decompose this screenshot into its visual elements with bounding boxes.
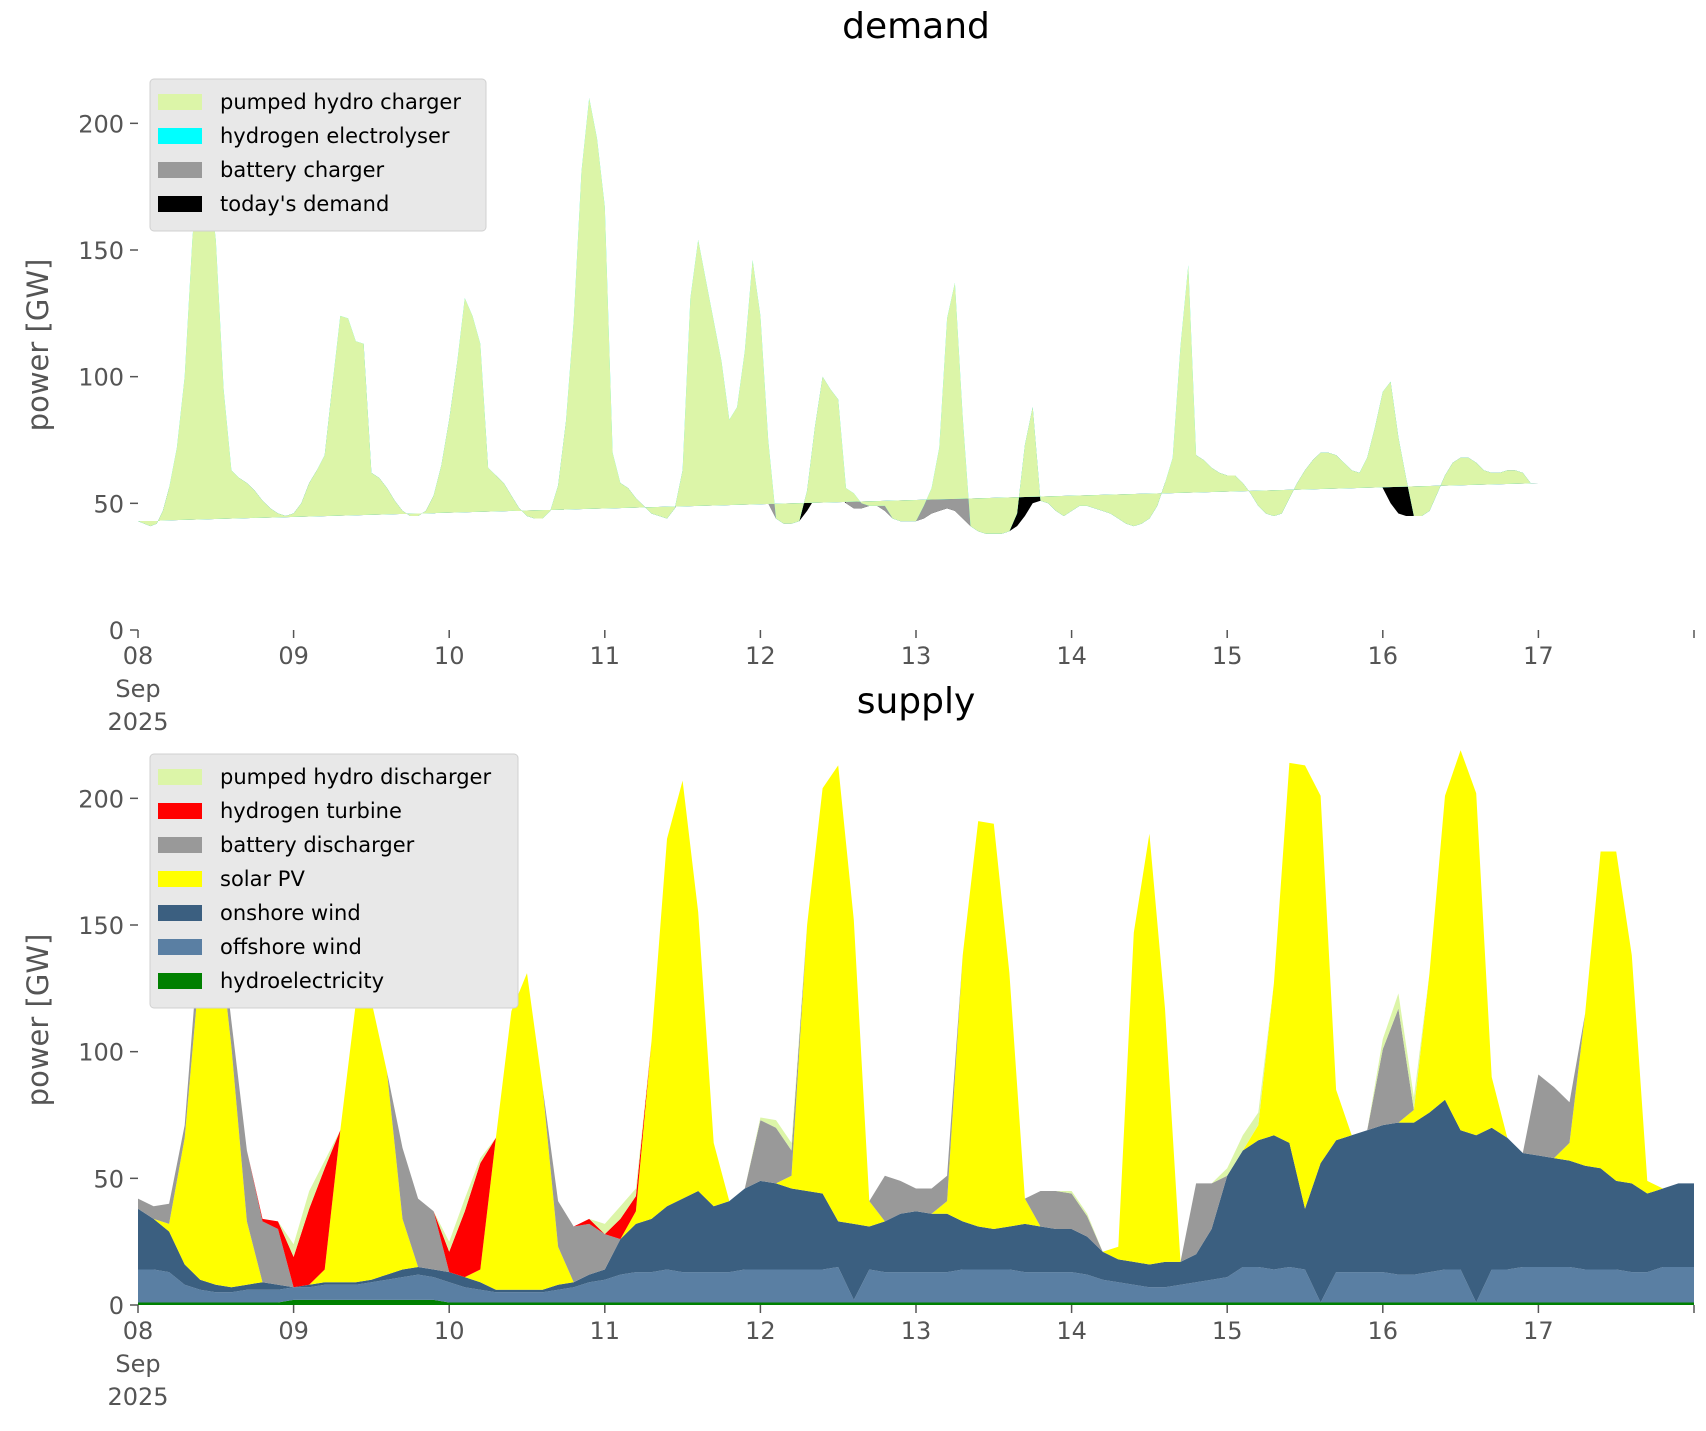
y-tick-label: 0 — [109, 617, 124, 645]
legend-swatch-hydrogen-turbine — [158, 803, 202, 819]
legend-label: pumped hydro discharger — [220, 765, 491, 789]
legend-swatch-onshore-wind — [158, 905, 202, 921]
series-area-hydroelectricity — [138, 1299, 1694, 1305]
y-axis-label: power [GW] — [21, 934, 55, 1107]
x-tick-label: 17 — [1523, 642, 1554, 670]
chart-title: supply — [857, 681, 976, 722]
x-tick-label: 08 Sep 2025 — [107, 642, 168, 736]
legend-swatch-battery-charger — [158, 162, 202, 178]
legend-swatch-hydroelectricity — [158, 973, 202, 989]
chart-title: demand — [842, 6, 990, 47]
y-tick-label: 200 — [78, 785, 124, 813]
legend: pumped hydro charger hydrogen electrolyse… — [149, 78, 487, 232]
y-tick-label: 100 — [78, 364, 124, 392]
legend: pumped hydro discharger hydrogen turbine b… — [149, 753, 519, 1009]
legend-label: onshore wind — [220, 901, 361, 925]
y-tick-label: 100 — [78, 1039, 124, 1067]
legend-swatch-offshore-wind — [158, 939, 202, 955]
legend-label: battery charger — [220, 158, 385, 182]
legend-swatch-pumped-hydro-charger — [158, 94, 202, 110]
supply-chart: supply power [GW] 0 50 100 150 200 08 Sep 2025 09 1… — [21, 681, 1695, 1411]
legend-swatch-solar-pv — [158, 871, 202, 887]
series-area-solar-pv — [138, 750, 1694, 1290]
y-tick-label: 150 — [78, 237, 124, 265]
legend-label: hydrogen turbine — [220, 799, 402, 823]
x-tick-label: 09 — [278, 1317, 309, 1345]
legend-label: hydroelectricity — [220, 969, 384, 993]
x-tick-label: 15 — [1212, 642, 1243, 670]
y-tick-label: 50 — [93, 490, 124, 518]
legend-label: today's demand — [220, 192, 389, 216]
x-tick-label: 17 — [1523, 1317, 1554, 1345]
series-area-pumped-hydro-charger — [138, 98, 1539, 534]
legend-box — [149, 78, 487, 232]
y-tick-label: 200 — [78, 110, 124, 138]
demand-chart: demand power [GW] 0 50 100 150 200 08 Sep 2025 09 1… — [21, 6, 1695, 736]
legend-label: offshore wind — [220, 935, 362, 959]
series-area-onshore-wind — [138, 1099, 1694, 1303]
x-tick-label: 13 — [901, 1317, 932, 1345]
y-tick-label: 0 — [109, 1292, 124, 1320]
series-area-offshore-wind — [138, 1267, 1694, 1303]
x-tick-label: 12 — [745, 1317, 776, 1345]
legend-box — [149, 753, 519, 1009]
legend-swatch-hydrogen-electrolyser — [158, 128, 202, 144]
y-tick-label: 50 — [93, 1165, 124, 1193]
legend-swatch-pumped-hydro-discharger — [158, 769, 202, 785]
x-tick-label: 09 — [278, 642, 309, 670]
x-tick-label: 11 — [590, 642, 621, 670]
legend-label: hydrogen electrolyser — [220, 124, 450, 148]
area-stack — [138, 98, 1539, 534]
legend-swatch-today-s-demand — [158, 196, 202, 212]
area-stack — [138, 750, 1694, 1305]
x-tick-label: 10 — [434, 642, 465, 670]
legend-label: battery discharger — [220, 833, 415, 857]
legend-swatch-battery-discharger — [158, 837, 202, 853]
y-axis-label: power [GW] — [21, 259, 55, 432]
x-tick-label: 14 — [1056, 1317, 1087, 1345]
legend-label: pumped hydro charger — [220, 90, 461, 114]
x-tick-label: 12 — [745, 642, 776, 670]
x-tick-label: 11 — [590, 1317, 621, 1345]
x-tick-label: 13 — [901, 642, 932, 670]
x-tick-label: 16 — [1368, 1317, 1399, 1345]
x-tick-label: 15 — [1212, 1317, 1243, 1345]
x-tick-label: 14 — [1056, 642, 1087, 670]
legend-label: solar PV — [220, 867, 305, 891]
x-tick-label: 10 — [434, 1317, 465, 1345]
y-tick-label: 150 — [78, 912, 124, 940]
x-tick-label: 16 — [1368, 642, 1399, 670]
x-tick-label: 08 Sep 2025 — [107, 1317, 168, 1411]
